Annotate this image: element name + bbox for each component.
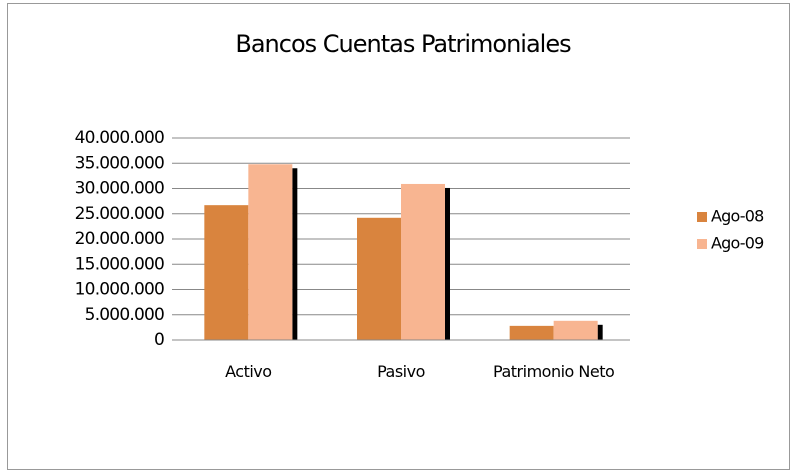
y-tick-label: 15.000.000 (75, 254, 164, 274)
y-tick-label: 10.000.000 (75, 280, 164, 300)
bar (401, 183, 445, 340)
legend-swatch (697, 212, 707, 222)
bar (248, 164, 293, 340)
bar-shadow (292, 168, 298, 340)
legend-swatch (697, 239, 707, 249)
bar (357, 217, 401, 340)
y-tick-label: 35.000.000 (75, 153, 164, 173)
y-tick-label: 40.000.000 (75, 128, 164, 148)
y-tick-label: 0 (154, 330, 164, 350)
bar-shadow (597, 324, 603, 340)
chart-title: Bancos Cuentas Patrimoniales (235, 30, 571, 58)
y-tick-label: 30.000.000 (75, 179, 164, 199)
bar-shadow (445, 187, 450, 340)
x-tick-label: Activo (225, 362, 272, 381)
y-tick-label: 25.000.000 (75, 204, 164, 224)
x-tick-label: Patrimonio Neto (493, 362, 615, 381)
y-tick-label: 5.000.000 (85, 305, 164, 325)
bar (509, 325, 554, 340)
x-tick-label: Pasivo (377, 362, 425, 381)
legend-label: Ago-09 (711, 234, 764, 253)
legend-label: Ago-08 (711, 207, 764, 226)
bar (204, 205, 249, 340)
y-tick-label: 20.000.000 (75, 229, 164, 249)
bar (553, 320, 598, 340)
